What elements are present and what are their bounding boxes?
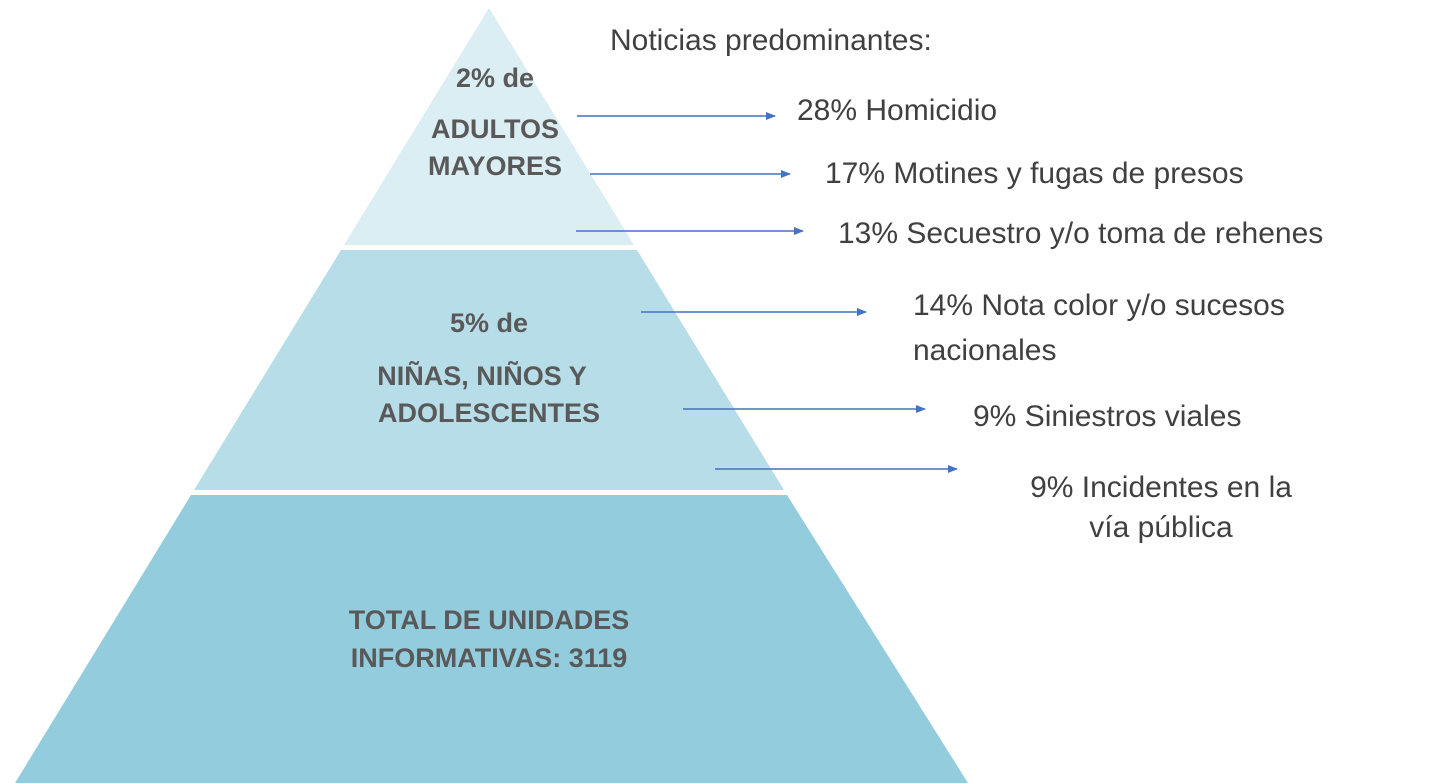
level-text: MAYORES: [428, 151, 562, 181]
news-item: 9% Incidentes en la: [1030, 471, 1292, 504]
news-item: nacionales: [913, 334, 1056, 367]
level-text: ADULTOS: [431, 114, 559, 144]
pyramid-bottom: [15, 495, 968, 783]
level-text: TOTAL DE UNIDADES: [349, 605, 630, 635]
level-text: 5% de: [450, 308, 528, 338]
news-title: Noticias predominantes:: [610, 24, 932, 57]
pyramid-top: [344, 8, 634, 245]
level-text: ADOLESCENTES: [378, 398, 600, 428]
news-item: 14% Nota color y/o sucesos: [913, 289, 1285, 322]
news-item: vía pública: [1089, 511, 1233, 544]
news-item: 17% Motines y fugas de presos: [825, 157, 1244, 190]
news-item: 9% Siniestros viales: [973, 400, 1241, 433]
news-item: 28% Homicidio: [797, 94, 997, 127]
pyramid-middle: [194, 250, 784, 490]
level-text: NIÑAS, NIÑOS Y: [377, 360, 587, 391]
level-text: INFORMATIVAS: 3119: [351, 643, 628, 673]
news-item: 13% Secuestro y/o toma de rehenes: [838, 217, 1323, 250]
level-text: 2% de: [456, 63, 534, 93]
